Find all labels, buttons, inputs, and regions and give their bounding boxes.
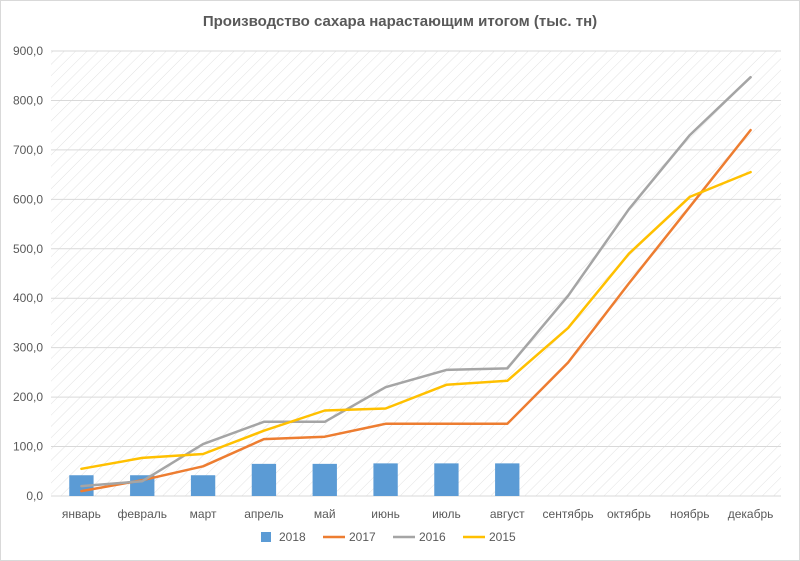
legend-label-2018: 2018 [279, 530, 306, 544]
line-series-2017 [80, 128, 752, 493]
bar-2018 [312, 463, 337, 496]
x-tick-label: декабрь [728, 507, 774, 521]
x-tick-label: апрель [244, 507, 283, 521]
x-tick-label: август [490, 507, 525, 521]
line-series-2016 [80, 75, 752, 488]
x-tick-label: июнь [371, 507, 400, 521]
x-tick-label: октябрь [607, 507, 651, 521]
bar-2018 [251, 463, 277, 496]
line-series-2015 [80, 170, 752, 471]
x-tick-label: март [190, 507, 217, 521]
y-tick-label: 500,0 [13, 242, 43, 256]
legend-label-2016: 2016 [419, 530, 446, 544]
x-tick-label: январь [62, 507, 101, 521]
bar-2018 [434, 463, 459, 496]
legend-label-2015: 2015 [489, 530, 516, 544]
y-tick-label: 700,0 [13, 143, 43, 157]
y-tick-label: 0,0 [26, 489, 43, 503]
chart-title: Производство сахара нарастающим итогом (… [202, 13, 598, 30]
bar-2018 [190, 475, 216, 496]
legend-label-2017: 2017 [349, 530, 376, 544]
y-tick-label: 400,0 [13, 291, 43, 305]
x-tick-label: сентябрь [543, 507, 594, 521]
y-tick-label: 300,0 [13, 341, 43, 355]
legend-swatch-2018 [261, 532, 271, 542]
y-tick-label: 100,0 [13, 440, 43, 454]
y-tick-label: 600,0 [13, 192, 43, 206]
x-tick-label: ноябрь [670, 507, 710, 521]
y-tick-label: 900,0 [13, 44, 43, 58]
y-tick-label: 800,0 [13, 93, 43, 107]
plot-area-hatch [51, 51, 781, 496]
x-tick-label: февраль [117, 507, 167, 521]
bar-2018 [373, 463, 398, 496]
bar-2018 [495, 463, 520, 496]
x-tick-label: май [314, 507, 336, 521]
y-tick-label: 200,0 [13, 390, 43, 404]
x-tick-label: июль [432, 507, 461, 521]
